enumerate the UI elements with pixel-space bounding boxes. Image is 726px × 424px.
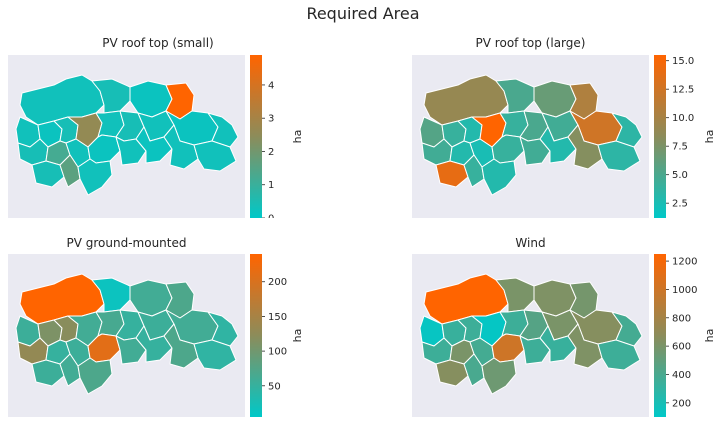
region-r22 — [435, 160, 469, 188]
colorbar-tick-label: 600 — [672, 342, 691, 353]
region-r13 — [611, 112, 643, 148]
colorbar-tick-label: 12.5 — [672, 85, 694, 96]
region-r1 — [19, 273, 105, 325]
colorbar-label: ha — [291, 130, 304, 144]
colorbar: 50 100 150 200 ha — [250, 254, 304, 417]
panel-pv-ground-mounted: PV ground-mounted 50 100 150 200 ha — [8, 236, 308, 420]
region-r18 — [519, 136, 551, 166]
colorbar-tick-label: 150 — [268, 312, 287, 323]
colorbar-gradient — [250, 55, 262, 218]
region-r24 — [481, 158, 517, 196]
map-axes — [8, 254, 245, 417]
region-r21 — [597, 339, 641, 371]
choropleth-map — [15, 273, 239, 395]
panel-title: PV ground-mounted — [66, 236, 187, 250]
region-r1 — [19, 74, 105, 126]
choropleth-map — [15, 74, 239, 196]
colorbar-tick-label: 50 — [268, 381, 281, 392]
colorbar-tick-label: 1 — [268, 180, 274, 191]
region-r22 — [435, 359, 469, 387]
region-r21 — [193, 339, 237, 371]
region-r1 — [423, 74, 509, 126]
colorbar-tick-label: 2 — [268, 147, 274, 158]
panel-title: PV roof top (large) — [475, 36, 586, 50]
region-r13 — [207, 311, 239, 347]
choropleth-map — [419, 74, 643, 196]
colorbar-tick-label: 5.0 — [672, 170, 688, 181]
colorbar-tick-label: 400 — [672, 370, 691, 381]
panel-pv-rooftop-large: PV roof top (large) 2.5 5.0 7.5 10.0 12.5 15.… — [412, 36, 722, 220]
panel-pv-rooftop-small: PV roof top (small) 0 1 2 3 4 ha — [8, 36, 308, 220]
colorbar-tick-label: 0 — [268, 214, 274, 219]
region-r21 — [597, 140, 641, 172]
colorbar-label: ha — [291, 329, 304, 343]
region-r24 — [77, 357, 113, 395]
panel-title: PV roof top (small) — [102, 36, 214, 50]
region-r22 — [31, 359, 65, 387]
region-r18 — [519, 335, 551, 365]
colorbar-tick-label: 1000 — [672, 285, 697, 296]
colorbar-tick-label: 1200 — [672, 257, 697, 268]
panel-title: Wind — [515, 236, 546, 250]
region-r18 — [115, 136, 147, 166]
region-r13 — [611, 311, 643, 347]
colorbar-gradient — [654, 254, 666, 417]
colorbar-gradient — [654, 55, 666, 218]
region-r22 — [31, 160, 65, 188]
map-axes — [8, 55, 245, 218]
colorbar-tick-label: 7.5 — [672, 142, 688, 153]
panel-wind: Wind 200 400 600 800 1000 1200 ha — [412, 236, 722, 420]
colorbar-tick-label: 10.0 — [672, 113, 694, 124]
map-axes — [412, 55, 649, 218]
colorbar-gradient — [250, 254, 262, 417]
colorbar-tick-label: 15.0 — [672, 56, 694, 67]
colorbar-tick-label: 2.5 — [672, 199, 688, 210]
figure-title: Required Area — [306, 4, 420, 23]
region-r1 — [423, 273, 509, 325]
colorbar-label: ha — [703, 329, 716, 343]
choropleth-map — [419, 273, 643, 395]
region-r24 — [77, 158, 113, 196]
colorbar-tick-label: 4 — [268, 80, 274, 91]
region-r13 — [207, 112, 239, 148]
colorbar: 200 400 600 800 1000 1200 ha — [654, 254, 716, 417]
region-r24 — [481, 357, 517, 395]
colorbar-tick-label: 800 — [672, 313, 691, 324]
colorbar-tick-label: 100 — [268, 347, 287, 358]
colorbar-tick-label: 200 — [268, 277, 287, 288]
colorbar: 0 1 2 3 4 ha — [250, 55, 304, 219]
region-r21 — [193, 140, 237, 172]
map-axes — [412, 254, 649, 417]
colorbar-label: ha — [703, 130, 716, 144]
region-r18 — [115, 335, 147, 365]
colorbar: 2.5 5.0 7.5 10.0 12.5 15.0 ha — [654, 55, 716, 218]
colorbar-tick-label: 200 — [672, 398, 691, 409]
colorbar-tick-label: 3 — [268, 114, 274, 125]
